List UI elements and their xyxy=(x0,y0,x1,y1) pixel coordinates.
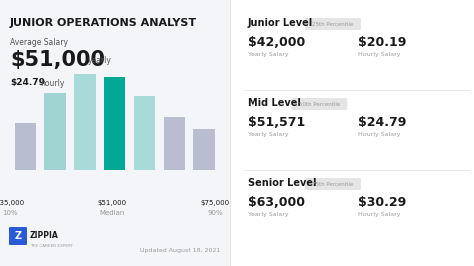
Text: $42,000: $42,000 xyxy=(248,36,305,49)
Text: Yearly Salary: Yearly Salary xyxy=(248,132,289,137)
Text: $24.79: $24.79 xyxy=(10,78,45,87)
Text: yearly: yearly xyxy=(88,56,112,65)
Text: Z: Z xyxy=(14,231,21,241)
Bar xyxy=(15,123,36,170)
Text: Hourly Salary: Hourly Salary xyxy=(358,132,401,137)
Bar xyxy=(193,129,215,170)
Text: hourly: hourly xyxy=(40,79,64,88)
Text: 10%: 10% xyxy=(2,210,18,216)
Text: Updated August 18, 2021: Updated August 18, 2021 xyxy=(140,248,220,253)
Text: $51,000: $51,000 xyxy=(98,200,127,206)
Text: 25th Percentile: 25th Percentile xyxy=(312,22,354,27)
Text: $30.29: $30.29 xyxy=(358,196,406,209)
Text: Average Salary: Average Salary xyxy=(10,38,68,47)
Text: 90%: 90% xyxy=(207,210,223,216)
Text: Yearly Salary: Yearly Salary xyxy=(248,52,289,57)
Text: Mid Level: Mid Level xyxy=(248,98,301,108)
Bar xyxy=(74,74,96,170)
Text: 75th Percentile: 75th Percentile xyxy=(312,182,354,187)
Text: JUNIOR OPERATIONS ANALYST: JUNIOR OPERATIONS ANALYST xyxy=(10,18,197,28)
Text: $63,000: $63,000 xyxy=(248,196,305,209)
Text: Yearly Salary: Yearly Salary xyxy=(248,212,289,217)
Text: Junior Level: Junior Level xyxy=(248,18,313,28)
FancyBboxPatch shape xyxy=(9,227,27,245)
Text: Senior Level: Senior Level xyxy=(248,178,317,188)
Text: THE CAREER EXPERT: THE CAREER EXPERT xyxy=(30,244,73,248)
Text: $51,000: $51,000 xyxy=(10,50,105,70)
Bar xyxy=(164,117,185,170)
Text: $35,000: $35,000 xyxy=(0,200,25,206)
Text: $75,000: $75,000 xyxy=(201,200,229,206)
Bar xyxy=(0,0,230,266)
Text: Hourly Salary: Hourly Salary xyxy=(358,52,401,57)
Text: Median: Median xyxy=(100,210,125,216)
Text: $24.79: $24.79 xyxy=(358,116,406,129)
Text: 50th Percentile: 50th Percentile xyxy=(299,102,340,107)
Bar xyxy=(45,93,66,170)
FancyBboxPatch shape xyxy=(305,18,361,30)
Bar xyxy=(134,96,155,170)
Text: $20.19: $20.19 xyxy=(358,36,406,49)
Text: Hourly Salary: Hourly Salary xyxy=(358,212,401,217)
Bar xyxy=(104,77,126,170)
Text: $51,571: $51,571 xyxy=(248,116,305,129)
FancyBboxPatch shape xyxy=(305,178,361,190)
Text: ZIPPIA: ZIPPIA xyxy=(30,231,59,240)
FancyBboxPatch shape xyxy=(292,98,347,110)
